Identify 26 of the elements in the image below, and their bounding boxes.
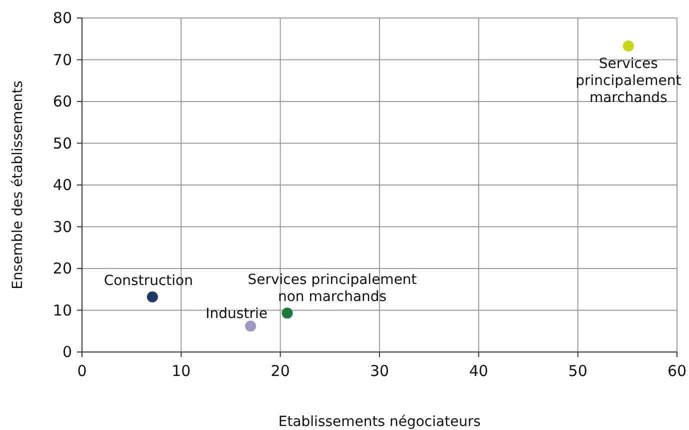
y-tick-label: 20 — [52, 260, 72, 278]
y-tick-label: 80 — [52, 9, 72, 27]
y-tick-label: 70 — [52, 50, 72, 69]
text: Services principalement non marchands — [248, 272, 418, 306]
point — [282, 308, 293, 319]
x-tick-label: 30 — [370, 362, 390, 380]
point — [146, 291, 158, 302]
y-tick-label: 40 — [52, 176, 72, 194]
x-tick-label: 10 — [172, 362, 191, 380]
x-tick-label: 20 — [270, 362, 290, 380]
y-tick-label: 30 — [52, 218, 72, 236]
point — [245, 320, 256, 332]
text: Services principalement marchands — [576, 56, 682, 106]
y-tick-label: 10 — [52, 301, 72, 320]
x-tick-label: 0 — [77, 362, 87, 380]
y-tick-label: 0 — [62, 343, 72, 361]
x-tick-label: 50 — [568, 362, 588, 380]
series-label: Construction — [104, 272, 193, 289]
point — [622, 40, 634, 52]
x-axis-title: Etablissements négociateurs — [278, 414, 481, 430]
y-tick-label: 60 — [52, 92, 72, 110]
series-label: Industrie — [206, 306, 268, 322]
x-tick-label: 60 — [667, 362, 687, 380]
y-axis-title: Ensemble des établissements — [10, 80, 26, 290]
y-tick-label: 50 — [52, 134, 72, 152]
x-tick-label: 40 — [469, 362, 488, 380]
